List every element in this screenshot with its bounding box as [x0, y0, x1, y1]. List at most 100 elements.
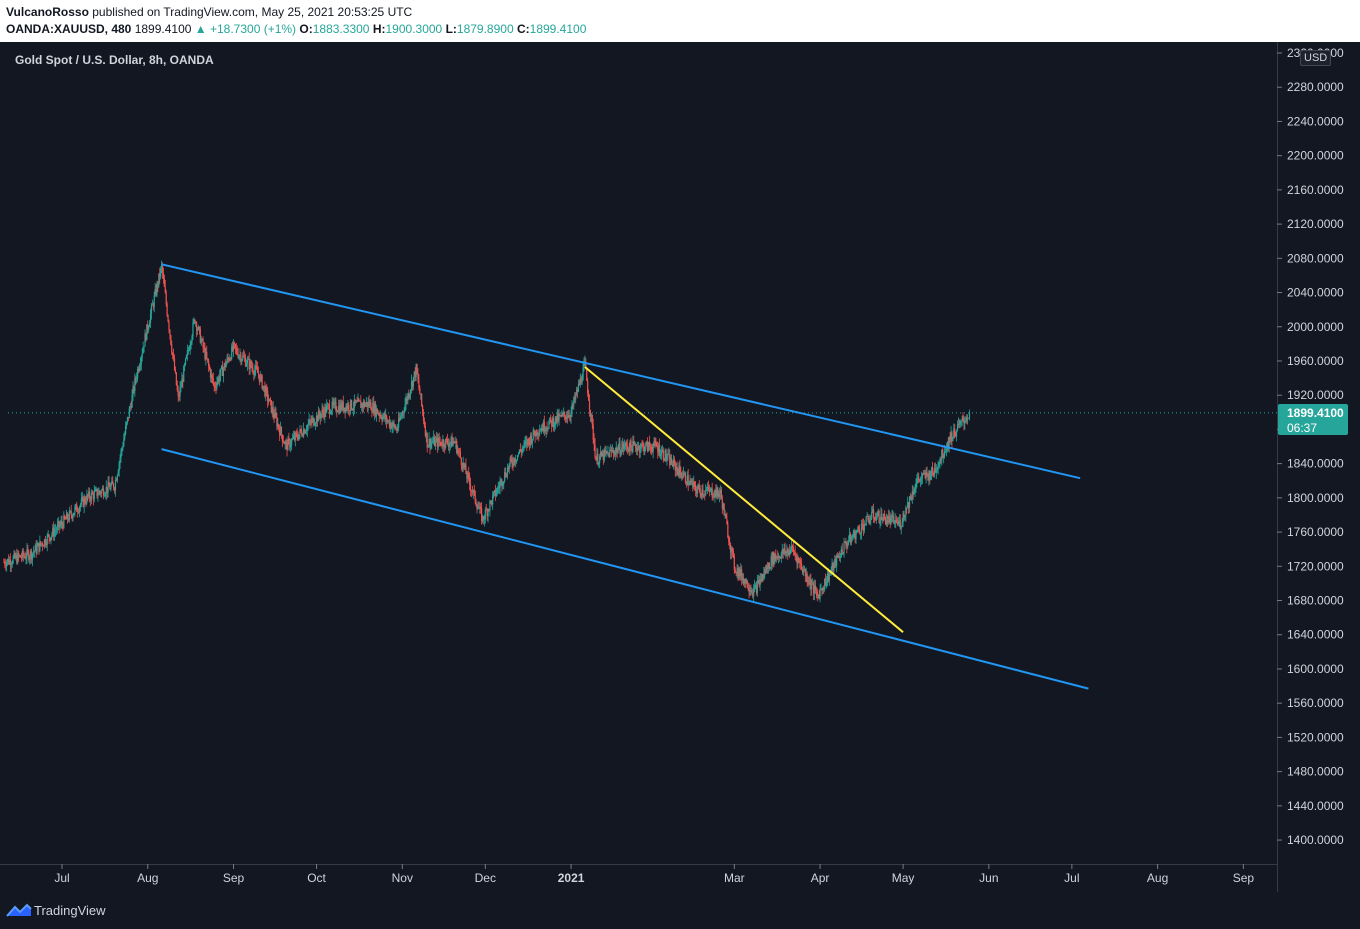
candle-body	[159, 273, 161, 278]
candle-body	[74, 507, 76, 514]
candle-body	[806, 573, 808, 582]
candle-body	[286, 442, 288, 451]
candle-body	[743, 579, 746, 584]
trendline-line[interactable]	[584, 366, 904, 633]
candle-body	[831, 563, 833, 571]
candle-body	[367, 401, 369, 407]
candle-body	[592, 424, 594, 440]
candle-body	[923, 472, 925, 474]
price-chart[interactable]: 2320.00002280.00002240.00002200.00002160…	[0, 42, 1360, 892]
candle-body	[266, 387, 268, 391]
candle-body	[279, 427, 282, 436]
candle-body	[163, 278, 165, 287]
candle-body	[932, 472, 935, 476]
chart-area[interactable]: 2320.00002280.00002240.00002200.00002160…	[0, 42, 1360, 892]
candle-body	[451, 436, 453, 447]
candle-body	[571, 404, 573, 412]
tradingview-logo-icon[interactable]	[6, 902, 32, 918]
candle-body	[299, 429, 301, 435]
candle-body	[667, 454, 669, 459]
candle-body	[140, 357, 142, 364]
candle-body	[582, 367, 584, 381]
candle-body	[789, 550, 791, 555]
candle-body	[911, 491, 913, 500]
candle-body	[19, 555, 22, 558]
time-axis[interactable]: Jul Aug Sep Oct Nov Dec 2021 Mar Apr May Jun Jul Aug…	[54, 864, 1254, 885]
candle-body	[529, 435, 532, 446]
brand-name[interactable]: TradingView	[34, 903, 106, 918]
candle-body	[673, 459, 675, 463]
candle-body	[334, 402, 336, 403]
candle-body	[941, 449, 943, 461]
candle-body	[145, 333, 147, 340]
candle-body	[435, 437, 438, 440]
candle-body	[80, 498, 82, 505]
candle-body	[905, 507, 907, 517]
candle-body	[386, 420, 389, 422]
candle-body	[27, 549, 29, 552]
candle-body	[517, 453, 520, 456]
candle-body	[540, 430, 542, 432]
candle-body	[89, 491, 91, 499]
channel-lower-line[interactable]	[161, 448, 1089, 690]
candle-body	[155, 288, 157, 295]
candle-body	[749, 590, 751, 592]
candle-body	[86, 494, 88, 503]
candle-body	[282, 441, 284, 443]
candle-body	[876, 515, 878, 518]
candle-body	[670, 458, 672, 466]
candle-body	[908, 496, 911, 508]
candle-body	[609, 449, 611, 458]
candle-body	[562, 413, 564, 415]
candle-body	[793, 551, 795, 553]
candle-body	[893, 515, 895, 524]
author-name[interactable]: VulcanoRosso	[6, 5, 89, 19]
candle-body	[21, 550, 23, 558]
candle-body	[723, 504, 725, 516]
candle-body	[364, 404, 367, 407]
candle-body	[772, 552, 774, 565]
candle-body	[580, 378, 582, 383]
candle-body	[303, 429, 306, 434]
candle-body	[125, 422, 128, 427]
candle-body	[799, 559, 801, 564]
candle-body	[420, 393, 422, 395]
candle-body	[563, 412, 565, 414]
channel-upper-line[interactable]	[161, 263, 1081, 480]
candle-body	[611, 449, 613, 452]
candle-body	[837, 556, 840, 558]
candle-body	[354, 399, 356, 403]
candle-body	[201, 339, 203, 341]
candle-body	[790, 545, 793, 551]
symbol-name: OANDA:XAUUSD, 480	[6, 22, 132, 36]
high-label: H:	[372, 22, 386, 36]
candle-body	[257, 372, 260, 375]
candle-body	[778, 555, 781, 558]
time-tick-label: Sep	[223, 871, 245, 885]
candle-body	[678, 465, 680, 476]
candle-body	[946, 441, 948, 450]
candle-body	[423, 420, 426, 427]
candle-body	[137, 368, 139, 378]
candle-body	[222, 368, 224, 376]
high-value: 1900.3000	[385, 22, 443, 36]
candle-body	[357, 399, 359, 402]
price-axis[interactable]: 2320.00002280.00002240.00002200.00002160…	[1277, 46, 1344, 847]
bar-countdown: 06:37	[1287, 421, 1318, 435]
candle-body	[450, 436, 452, 443]
currency-label[interactable]: USD	[1300, 50, 1332, 66]
candle-body	[645, 443, 647, 449]
candle-body	[680, 471, 682, 478]
candle-body	[154, 288, 156, 296]
candle-body	[481, 516, 484, 522]
candle-body	[236, 348, 238, 354]
candle-body	[679, 465, 681, 472]
candle-body	[924, 472, 926, 479]
time-tick-label: Nov	[392, 871, 413, 885]
candle-body	[29, 557, 31, 561]
candle-body	[63, 515, 65, 528]
candle-body	[906, 507, 908, 509]
candle-body	[836, 555, 839, 558]
candle-body	[957, 423, 960, 425]
candle-body	[862, 524, 865, 531]
